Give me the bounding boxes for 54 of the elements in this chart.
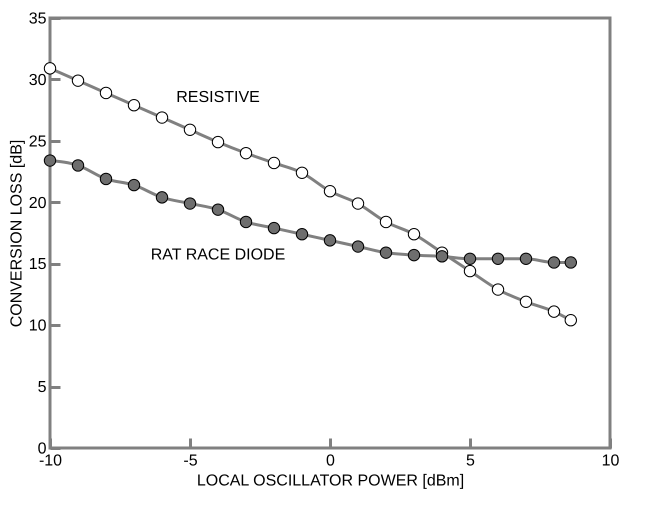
point bbox=[352, 240, 364, 253]
point bbox=[44, 62, 56, 75]
series-label: RAT RACE DIODE bbox=[150, 246, 286, 264]
point bbox=[464, 264, 476, 278]
point bbox=[128, 99, 140, 112]
point bbox=[492, 252, 504, 265]
x-tick-label: 10 bbox=[602, 452, 620, 470]
point bbox=[184, 124, 196, 136]
point bbox=[156, 191, 168, 204]
point bbox=[268, 156, 280, 170]
point bbox=[436, 250, 448, 263]
x-tick-label: 0 bbox=[326, 452, 336, 470]
point bbox=[156, 111, 168, 124]
point bbox=[464, 252, 476, 265]
point bbox=[240, 216, 252, 228]
point bbox=[380, 216, 392, 228]
y-tick-label: 10 bbox=[28, 318, 47, 335]
point bbox=[296, 228, 308, 240]
x-tick-label: -5 bbox=[183, 452, 198, 470]
point bbox=[492, 283, 504, 296]
point bbox=[352, 197, 364, 210]
point bbox=[240, 146, 252, 160]
y-tick-label: 5 bbox=[38, 379, 47, 396]
y-tick-label: 15 bbox=[28, 256, 47, 274]
point bbox=[212, 203, 224, 216]
point bbox=[296, 166, 308, 179]
point bbox=[324, 234, 336, 247]
point bbox=[72, 74, 84, 87]
point bbox=[564, 314, 577, 326]
point bbox=[548, 305, 560, 318]
y-tick-label: 20 bbox=[28, 194, 47, 212]
y-axis-title: CONVERSION LOSS [dB] bbox=[8, 140, 26, 328]
series-label: RESISTIVE bbox=[176, 89, 260, 106]
point bbox=[564, 256, 577, 269]
point bbox=[128, 178, 140, 192]
y-tick-label: 25 bbox=[28, 133, 47, 150]
point bbox=[100, 86, 112, 100]
point bbox=[380, 246, 392, 259]
point bbox=[408, 228, 420, 240]
point bbox=[184, 197, 196, 210]
point bbox=[548, 256, 560, 269]
y-tick-label: 35 bbox=[28, 10, 47, 28]
point bbox=[408, 248, 420, 262]
point bbox=[44, 154, 56, 167]
point bbox=[520, 252, 532, 265]
point bbox=[268, 222, 280, 234]
point bbox=[72, 159, 84, 172]
point bbox=[212, 136, 224, 148]
x-tick-label: 5 bbox=[466, 452, 476, 470]
point bbox=[100, 172, 112, 186]
point bbox=[324, 185, 336, 198]
point bbox=[520, 296, 532, 308]
x-axis-title: LOCAL OSCILLATOR POWER [dBm] bbox=[196, 472, 464, 490]
y-tick-label: 30 bbox=[28, 72, 47, 89]
